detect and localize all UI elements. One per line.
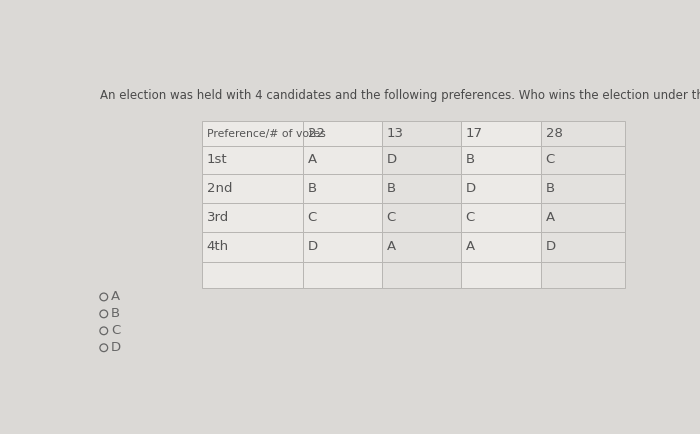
- Text: 28: 28: [545, 127, 562, 140]
- Text: A: A: [466, 240, 475, 253]
- Text: 1st: 1st: [207, 153, 228, 166]
- Text: D: D: [545, 240, 556, 253]
- Bar: [202, 174, 303, 203]
- Bar: [461, 232, 541, 262]
- Text: An election was held with 4 candidates and the following preferences. Who wins t: An election was held with 4 candidates a…: [100, 89, 700, 102]
- Bar: [541, 146, 624, 174]
- Text: B: B: [386, 182, 395, 195]
- Bar: [382, 174, 461, 203]
- Bar: [541, 174, 624, 203]
- Text: 3rd: 3rd: [207, 211, 229, 224]
- Bar: [303, 232, 382, 262]
- Text: B: B: [307, 182, 316, 195]
- Bar: [303, 146, 382, 174]
- Text: D: D: [466, 182, 476, 195]
- Text: A: A: [307, 153, 316, 166]
- Text: B: B: [545, 182, 554, 195]
- Bar: [202, 232, 303, 262]
- Bar: [461, 146, 541, 174]
- Text: 22: 22: [307, 127, 325, 140]
- Bar: [202, 262, 303, 289]
- Text: A: A: [545, 211, 554, 224]
- Text: C: C: [307, 211, 317, 224]
- Bar: [202, 203, 303, 232]
- Bar: [202, 122, 303, 146]
- Bar: [541, 203, 624, 232]
- Bar: [461, 174, 541, 203]
- Text: 13: 13: [386, 127, 404, 140]
- Bar: [303, 122, 382, 146]
- Text: A: A: [111, 290, 120, 303]
- Bar: [541, 122, 624, 146]
- Bar: [382, 146, 461, 174]
- Bar: [461, 262, 541, 289]
- Bar: [303, 203, 382, 232]
- Text: A: A: [386, 240, 395, 253]
- Text: Preference/# of votes: Preference/# of votes: [207, 129, 326, 139]
- Bar: [382, 232, 461, 262]
- Text: C: C: [386, 211, 396, 224]
- Text: B: B: [111, 307, 120, 320]
- Text: D: D: [111, 341, 121, 354]
- Bar: [303, 174, 382, 203]
- Text: B: B: [466, 153, 475, 166]
- Bar: [541, 262, 624, 289]
- Text: C: C: [545, 153, 555, 166]
- Bar: [202, 146, 303, 174]
- Bar: [303, 262, 382, 289]
- Text: C: C: [466, 211, 475, 224]
- Bar: [461, 203, 541, 232]
- Bar: [461, 122, 541, 146]
- Bar: [382, 122, 461, 146]
- Text: 2nd: 2nd: [207, 182, 232, 195]
- Text: D: D: [386, 153, 397, 166]
- Text: D: D: [307, 240, 318, 253]
- Text: C: C: [111, 324, 120, 337]
- Bar: [541, 232, 624, 262]
- Bar: [382, 262, 461, 289]
- Text: 17: 17: [466, 127, 483, 140]
- Bar: [382, 203, 461, 232]
- Text: 4th: 4th: [207, 240, 229, 253]
